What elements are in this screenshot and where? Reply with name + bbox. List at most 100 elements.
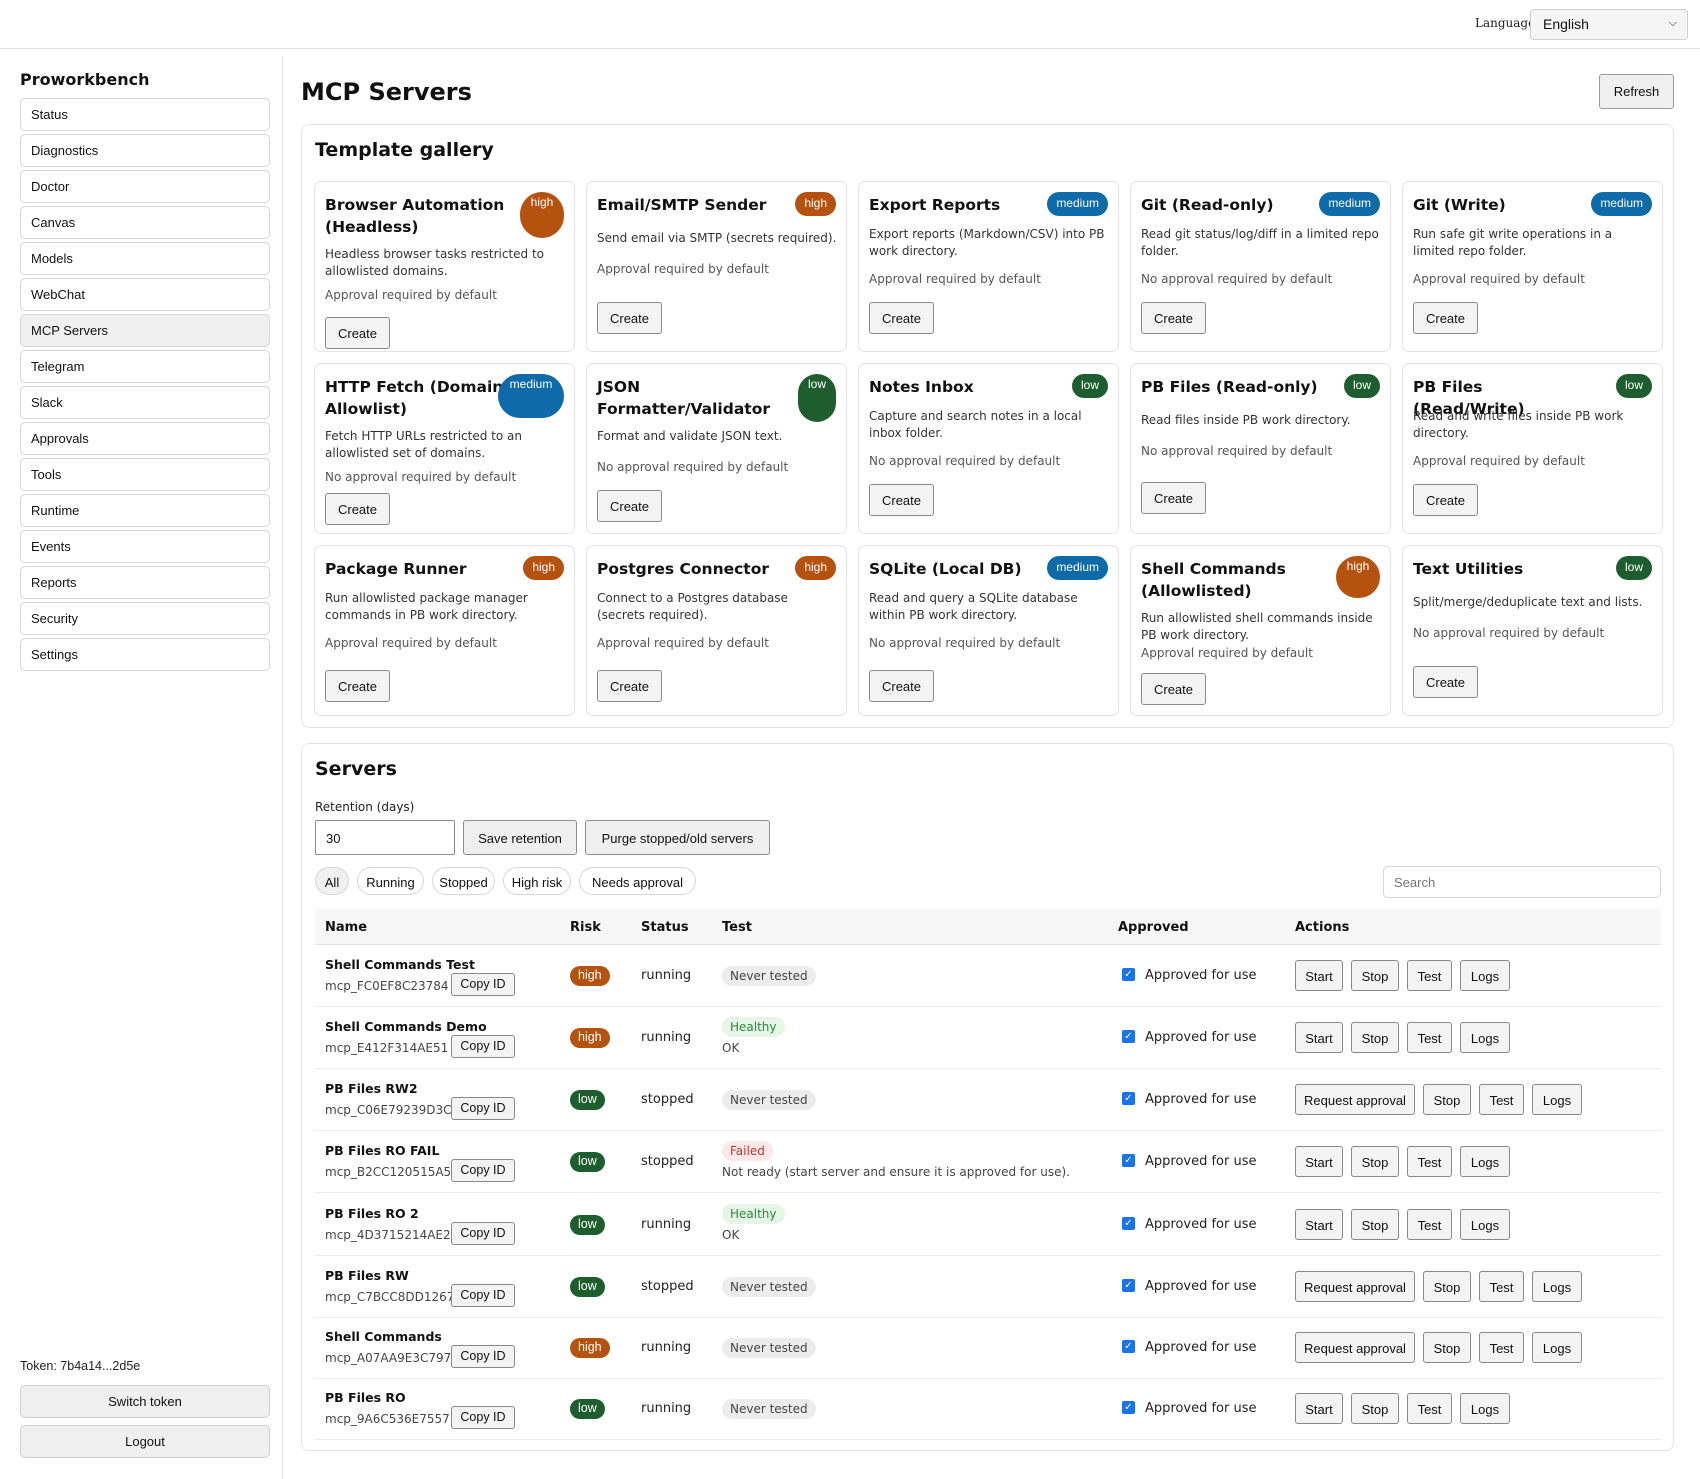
start-button[interactable]: Start: [1295, 1209, 1343, 1240]
copy-id-button[interactable]: Copy ID: [451, 1406, 515, 1429]
approved-checkbox[interactable]: ✓: [1122, 1401, 1135, 1414]
create-button[interactable]: Create: [1141, 482, 1206, 514]
create-button[interactable]: Create: [1413, 666, 1478, 698]
sidebar-item-security[interactable]: Security: [20, 602, 270, 635]
stop-button[interactable]: Stop: [1351, 1209, 1399, 1240]
create-button[interactable]: Create: [1141, 673, 1206, 705]
create-button[interactable]: Create: [325, 317, 390, 349]
approved-checkbox[interactable]: ✓: [1122, 1340, 1135, 1353]
start-button[interactable]: Start: [1295, 1022, 1343, 1053]
test-button[interactable]: Test: [1407, 1209, 1452, 1240]
filter-chip-high-risk[interactable]: High risk: [503, 867, 571, 895]
sidebar-item-canvas[interactable]: Canvas: [20, 206, 270, 239]
request-approval-button[interactable]: Request approval: [1295, 1332, 1415, 1363]
request-approval-button[interactable]: Request approval: [1295, 1084, 1415, 1115]
filter-chip-stopped[interactable]: Stopped: [432, 867, 495, 895]
stop-button[interactable]: Stop: [1423, 1271, 1471, 1302]
filter-chip-running[interactable]: Running: [357, 867, 424, 895]
create-button[interactable]: Create: [1413, 484, 1478, 516]
request-approval-button[interactable]: Request approval: [1295, 1271, 1415, 1302]
copy-id-button[interactable]: Copy ID: [451, 1159, 515, 1182]
risk-badge: low: [798, 374, 836, 422]
sidebar-item-mcp-servers[interactable]: MCP Servers: [20, 314, 270, 347]
approved-checkbox[interactable]: ✓: [1122, 1030, 1135, 1043]
language-select[interactable]: English ⌵: [1530, 9, 1688, 40]
retention-input[interactable]: 30: [315, 820, 455, 855]
sidebar-item-status[interactable]: Status: [20, 98, 270, 131]
create-button[interactable]: Create: [869, 302, 934, 334]
test-button[interactable]: Test: [1407, 1146, 1452, 1177]
create-button[interactable]: Create: [325, 670, 390, 702]
template-card-title: HTTP Fetch (Domain Allowlist): [325, 378, 504, 418]
logs-button[interactable]: Logs: [1532, 1332, 1582, 1363]
purge-servers-button[interactable]: Purge stopped/old servers: [585, 820, 770, 855]
filter-chip-needs-approval[interactable]: Needs approval: [579, 867, 696, 895]
sidebar-item-reports[interactable]: Reports: [20, 566, 270, 599]
create-button[interactable]: Create: [325, 493, 390, 525]
test-button[interactable]: Test: [1407, 960, 1452, 991]
test-button[interactable]: Test: [1407, 1022, 1452, 1053]
sidebar-item-webchat[interactable]: WebChat: [20, 278, 270, 311]
create-button[interactable]: Create: [1413, 302, 1478, 334]
template-card-approval: Approval required by default: [869, 272, 1041, 286]
copy-id-button[interactable]: Copy ID: [451, 1097, 515, 1120]
copy-id-button[interactable]: Copy ID: [451, 973, 515, 996]
create-button[interactable]: Create: [869, 670, 934, 702]
sidebar-item-approvals[interactable]: Approvals: [20, 422, 270, 455]
create-button[interactable]: Create: [597, 490, 662, 522]
approved-checkbox[interactable]: ✓: [1122, 1092, 1135, 1105]
create-button[interactable]: Create: [597, 670, 662, 702]
stop-button[interactable]: Stop: [1423, 1084, 1471, 1115]
copy-id-button[interactable]: Copy ID: [451, 1222, 515, 1245]
sidebar-item-doctor[interactable]: Doctor: [20, 170, 270, 203]
approved-checkbox[interactable]: ✓: [1122, 1279, 1135, 1292]
stop-button[interactable]: Stop: [1351, 960, 1399, 991]
logs-button[interactable]: Logs: [1460, 1393, 1510, 1424]
stop-button[interactable]: Stop: [1351, 1146, 1399, 1177]
copy-id-button[interactable]: Copy ID: [451, 1284, 515, 1307]
logs-button[interactable]: Logs: [1460, 960, 1510, 991]
brand-title: Proworkbench: [20, 70, 150, 89]
sidebar-item-slack[interactable]: Slack: [20, 386, 270, 419]
approved-checkbox[interactable]: ✓: [1122, 1217, 1135, 1230]
start-button[interactable]: Start: [1295, 1393, 1343, 1424]
create-button[interactable]: Create: [1141, 302, 1206, 334]
sidebar-item-tools[interactable]: Tools: [20, 458, 270, 491]
stop-button[interactable]: Stop: [1351, 1022, 1399, 1053]
logout-button[interactable]: Logout: [20, 1425, 270, 1458]
template-card-description: Read and query a SQLite database within …: [869, 591, 1078, 622]
refresh-button[interactable]: Refresh: [1599, 74, 1674, 109]
search-input[interactable]: Search: [1383, 866, 1661, 898]
sidebar-item-diagnostics[interactable]: Diagnostics: [20, 134, 270, 167]
stop-button[interactable]: Stop: [1423, 1332, 1471, 1363]
filter-chip-all[interactable]: All: [315, 867, 349, 895]
sidebar-item-runtime[interactable]: Runtime: [20, 494, 270, 527]
create-button[interactable]: Create: [869, 484, 934, 516]
sidebar-item-events[interactable]: Events: [20, 530, 270, 563]
sidebar-item-settings[interactable]: Settings: [20, 638, 270, 671]
sidebar-item-telegram[interactable]: Telegram: [20, 350, 270, 383]
test-status-badge: Healthy: [722, 1204, 785, 1224]
create-button[interactable]: Create: [597, 302, 662, 334]
copy-id-button[interactable]: Copy ID: [451, 1345, 515, 1368]
copy-id-button[interactable]: Copy ID: [451, 1035, 515, 1058]
logs-button[interactable]: Logs: [1460, 1209, 1510, 1240]
stop-button[interactable]: Stop: [1351, 1393, 1399, 1424]
template-card-description: Run allowlisted shell commands inside PB…: [1141, 611, 1373, 642]
approved-checkbox[interactable]: ✓: [1122, 968, 1135, 981]
template-card-description: Read and write files inside PB work dire…: [1413, 409, 1624, 440]
logs-button[interactable]: Logs: [1460, 1146, 1510, 1177]
logs-button[interactable]: Logs: [1532, 1084, 1582, 1115]
test-button[interactable]: Test: [1479, 1332, 1524, 1363]
approved-checkbox[interactable]: ✓: [1122, 1154, 1135, 1167]
test-button[interactable]: Test: [1479, 1271, 1524, 1302]
sidebar-item-models[interactable]: Models: [20, 242, 270, 275]
save-retention-button[interactable]: Save retention: [463, 820, 577, 855]
logs-button[interactable]: Logs: [1460, 1022, 1510, 1053]
test-button[interactable]: Test: [1407, 1393, 1452, 1424]
test-button[interactable]: Test: [1479, 1084, 1524, 1115]
start-button[interactable]: Start: [1295, 1146, 1343, 1177]
start-button[interactable]: Start: [1295, 960, 1343, 991]
switch-token-button[interactable]: Switch token: [20, 1385, 270, 1418]
logs-button[interactable]: Logs: [1532, 1271, 1582, 1302]
